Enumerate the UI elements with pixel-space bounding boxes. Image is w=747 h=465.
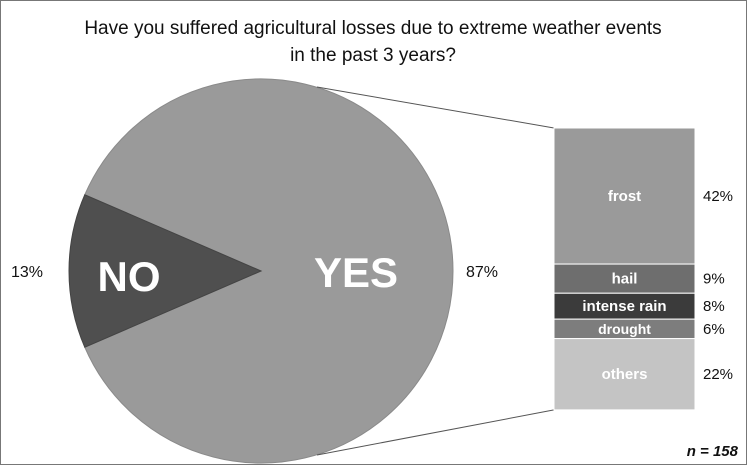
pie-value-yes: 87% [466, 264, 498, 281]
sample-size-note: n = 158 [687, 443, 739, 460]
bar-value-drought: 6% [703, 321, 725, 338]
pie-slice-no [68, 194, 263, 348]
bar-segment-frost [553, 127, 696, 265]
bar-label-hail: hail [612, 271, 638, 288]
chart-title-line-1: Have you suffered agricultural losses du… [84, 18, 661, 39]
bar-value-hail: 9% [703, 271, 725, 288]
bar-label-intense-rain: intense rain [582, 298, 666, 315]
pie-slice-yes [84, 78, 454, 464]
breakdown-bar: frost 42% hail 9% intense rain 8% drought 6% oth… [316, 86, 733, 456]
bar-segment-hail [553, 263, 696, 294]
pie-label-yes: YES [314, 249, 398, 296]
bar-value-intense-rain: 8% [703, 298, 725, 315]
bar-segment-others [553, 338, 696, 411]
pie-label-no: NO [98, 253, 161, 300]
pie: YES NO 87% 13% [11, 78, 498, 464]
pie-value-no: 13% [11, 264, 43, 281]
connector-line-bottom [316, 409, 555, 456]
bar-value-frost: 42% [703, 188, 733, 205]
connector-line-top [316, 86, 555, 129]
bar-label-others: others [602, 366, 648, 383]
bar-label-drought: drought [598, 321, 651, 337]
chart-title-line-2: in the past 3 years? [290, 45, 456, 66]
bar-value-others: 22% [703, 366, 733, 383]
bar-label-frost: frost [608, 188, 641, 205]
